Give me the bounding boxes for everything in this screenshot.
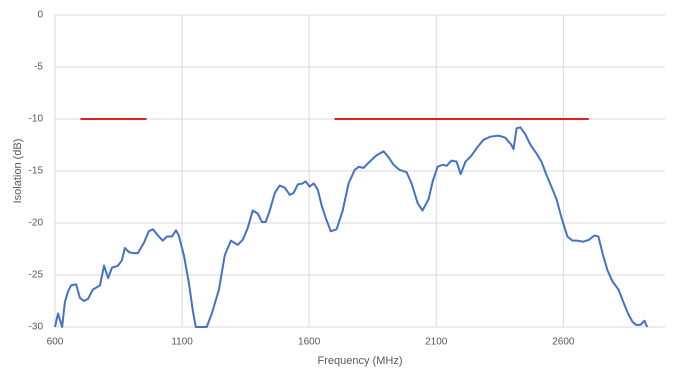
y-tick-label: 0 — [37, 10, 43, 21]
x-tick-label: 600 — [47, 337, 64, 348]
data-line — [54, 126, 649, 328]
x-tick-label: 2600 — [552, 337, 575, 348]
y-tick-label: -25 — [29, 270, 44, 281]
y-tick-label: -30 — [29, 322, 44, 333]
y-tick-label: -15 — [29, 166, 44, 177]
y-tick-label: -5 — [34, 62, 43, 73]
x-tick-label: 1600 — [298, 337, 321, 348]
x-tick-label: 1100 — [171, 337, 193, 348]
x-axis-label: Frequency (MHz) — [318, 355, 403, 367]
y-tick-label: -20 — [29, 218, 44, 229]
y-tick-label: -10 — [29, 114, 44, 125]
x-tick-label: 2100 — [425, 337, 448, 348]
y-axis-label: Isolation (dB) — [12, 139, 24, 204]
